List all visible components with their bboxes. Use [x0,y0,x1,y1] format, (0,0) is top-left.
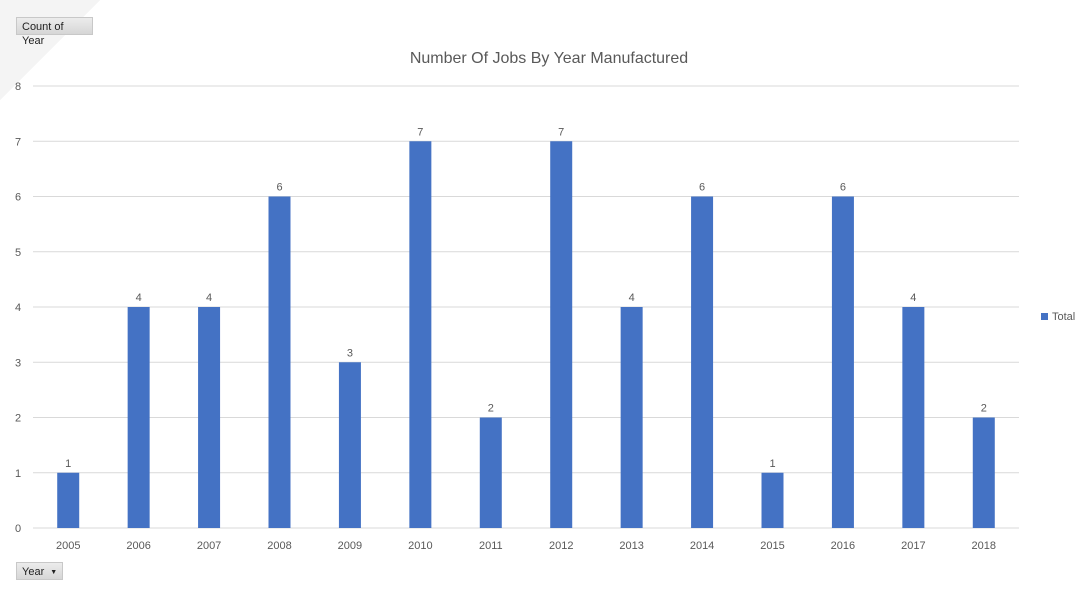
bar-2006[interactable] [127,307,150,528]
bar-2013[interactable] [620,307,643,528]
legend: Total [1041,311,1075,323]
year-label: Year [22,566,45,578]
data-label-2005: 1 [65,458,71,470]
bar-2012[interactable] [550,141,573,528]
legend-label: Total [1052,311,1075,323]
data-label-2014: 6 [699,182,705,194]
data-labels: 1 4 4 6 3 7 2 7 4 6 1 6 4 2 [65,126,987,470]
chart-title: Number Of Jobs By Year Manufactured [410,50,688,67]
bar-2005[interactable] [57,472,80,528]
x-tick-label-2012: 2012 [549,540,573,552]
y-tick-label: 3 [15,357,21,369]
x-tick-label-2017: 2017 [901,540,925,552]
y-tick-label: 1 [15,468,21,480]
bar-2015[interactable] [761,472,784,528]
bar-2009[interactable] [338,362,361,528]
x-tick-label-2005: 2005 [56,540,80,552]
data-label-2016: 6 [840,182,846,194]
data-label-2012: 7 [558,126,564,138]
x-tick-label-2014: 2014 [690,540,714,552]
x-tick-label-2013: 2013 [619,540,643,552]
bar-2016[interactable] [831,196,854,529]
data-label-2009: 3 [347,347,353,359]
x-tick-label-2010: 2010 [408,540,432,552]
count-of-year-label: Count of Year [22,21,64,47]
bar-2007[interactable] [198,307,221,528]
year-field-button[interactable]: Year ▼ [16,562,63,580]
x-tick-label-2009: 2009 [338,540,362,552]
bar-2017[interactable] [902,307,925,528]
y-tick-label: 4 [15,302,21,314]
y-tick-label: 7 [15,136,21,148]
y-tick-label: 5 [15,247,21,259]
data-label-2017: 4 [910,292,916,304]
y-tick-label: 8 [15,81,21,93]
bar-2008[interactable] [268,196,291,529]
bars [57,141,995,528]
x-tick-label-2016: 2016 [831,540,855,552]
x-axis-tick-labels: 2005 2006 2007 2008 2009 2010 2011 2012 2013 2014… [56,540,996,552]
data-label-2013: 4 [629,292,635,304]
y-tick-label: 6 [15,192,21,204]
bar-2011[interactable] [479,417,502,529]
bar-2010[interactable] [409,141,432,528]
x-tick-label-2008: 2008 [267,540,291,552]
y-tick-label: 2 [15,413,21,425]
data-label-2010: 7 [417,126,423,138]
dropdown-arrow-icon[interactable]: ▼ [50,569,58,576]
x-tick-label-2011: 2011 [479,540,503,552]
x-tick-label-2018: 2018 [972,540,996,552]
data-label-2006: 4 [136,292,142,304]
data-label-2008: 6 [276,182,282,194]
count-of-year-field-button[interactable]: Count of Year [16,17,93,47]
data-label-2015: 1 [769,458,775,470]
gridlines [33,85,1019,529]
data-label-2018: 2 [981,403,987,415]
data-label-2011: 2 [488,403,494,415]
x-tick-label-2007: 2007 [197,540,221,552]
x-tick-label-2015: 2015 [760,540,784,552]
bar-2018[interactable] [972,417,995,529]
data-label-2007: 4 [206,292,212,304]
bar-2014[interactable] [691,196,714,529]
legend-swatch [1041,313,1048,320]
x-tick-label-2006: 2006 [126,540,150,552]
y-axis-tick-labels: 0 1 2 3 4 5 6 7 8 [15,81,21,535]
y-tick-label: 0 [15,523,21,535]
